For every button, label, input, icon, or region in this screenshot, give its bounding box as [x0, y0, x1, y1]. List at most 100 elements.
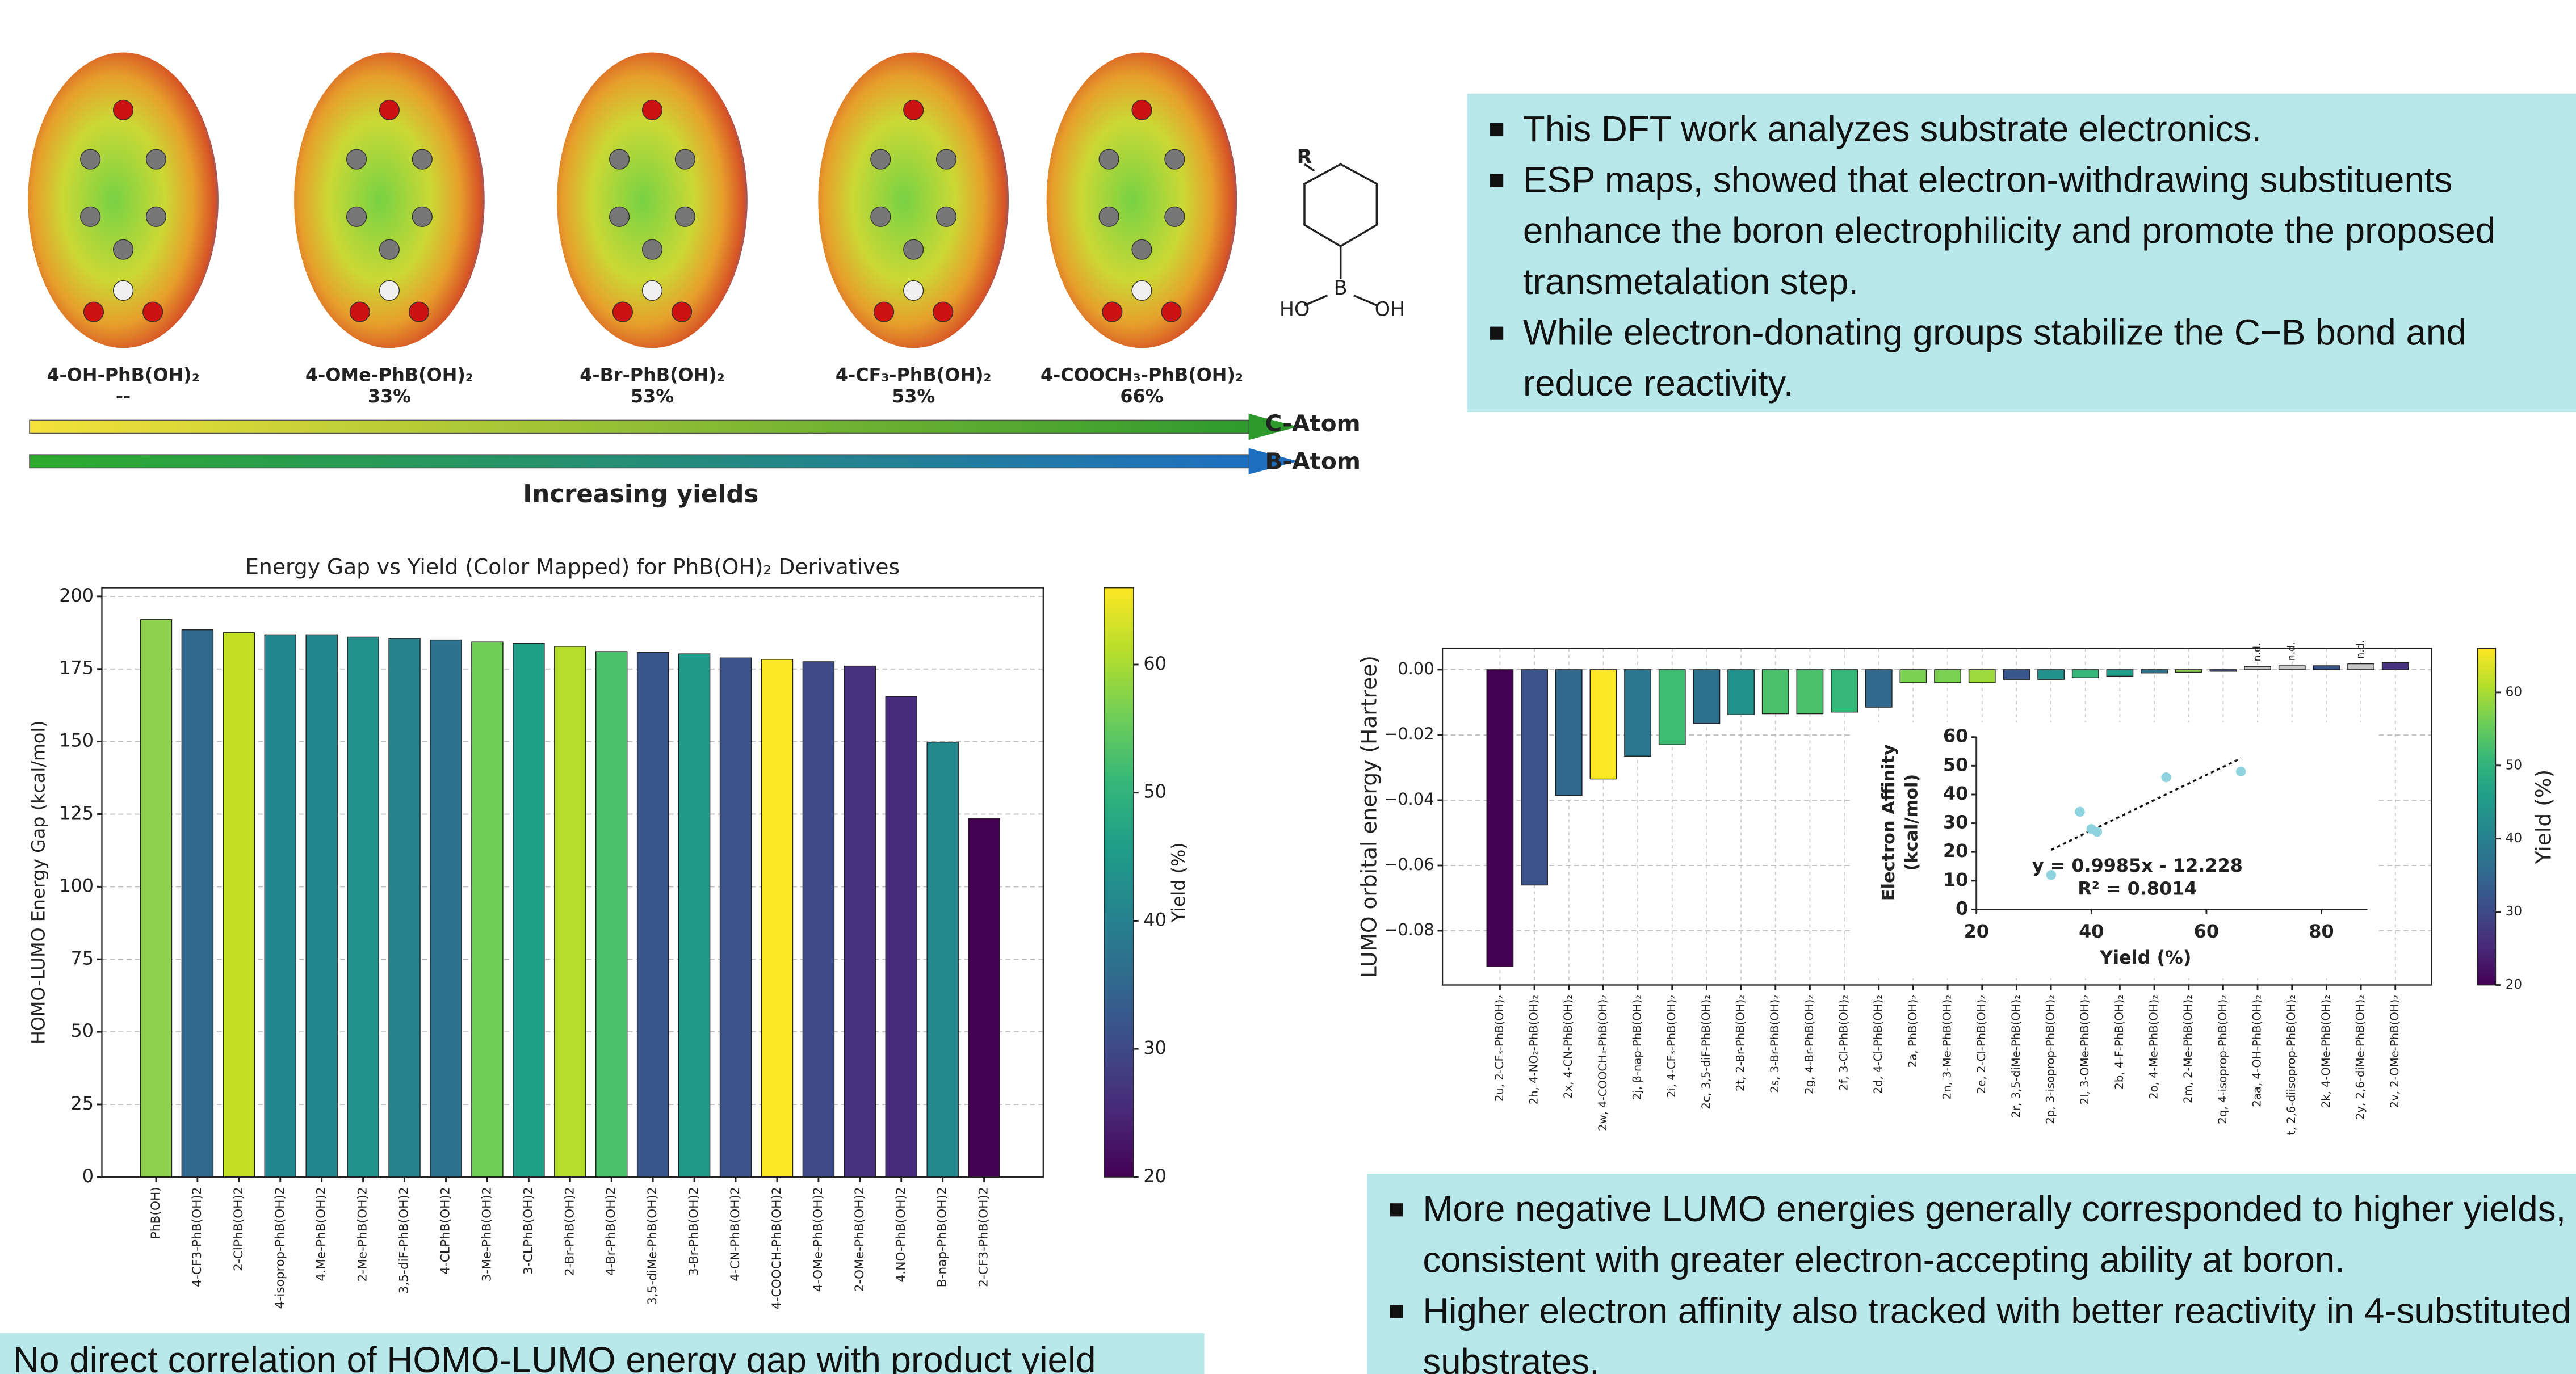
x-tick-label: 4-isoprop-PhB(OH)2: [273, 1187, 287, 1309]
x-tick-label: 4-CLPhB(OH)2: [438, 1187, 452, 1275]
atom: [643, 100, 662, 120]
x-tick-label: 2g, 4-Br-PhB(OH)₂: [1803, 995, 1816, 1094]
molecule-yield: 53%: [892, 385, 935, 407]
bar: [1625, 670, 1651, 756]
x-tick-label: 2p, 3-isoprop-PhB(OH)₂: [2044, 995, 2057, 1124]
y-axis-label: LUMO orbital energy (Hartree): [1356, 656, 1381, 978]
x-tick-label: 2-Br-PhB(OH)2: [563, 1187, 577, 1276]
colorbar-tick-label: 40: [1143, 909, 1166, 930]
atom: [904, 239, 924, 259]
atom: [1132, 239, 1152, 259]
bar: [1831, 670, 1857, 712]
bar: [2382, 662, 2409, 670]
colorbar: [2477, 649, 2495, 985]
y-tick-label: 60: [1943, 725, 1968, 747]
x-tick-label: 2o, 4-Me-PhB(OH)₂: [2147, 995, 2160, 1099]
y-tick-label: 150: [59, 730, 94, 751]
bar: [1521, 670, 1547, 885]
x-tick-label: 3,5-diF-PhB(OH)2: [397, 1187, 412, 1293]
y-tick-label: 30: [1943, 812, 1968, 833]
atom: [904, 281, 924, 301]
x-tick-label: 2k, 4-OMe-PhB(OH)₂: [2319, 995, 2332, 1108]
y-tick-label: 125: [59, 802, 94, 824]
x-tick-label: 2j, β-nap-PhB(OH)₂: [1631, 995, 1644, 1100]
x-tick-label: 2x, 4-CN-PhB(OH)₂: [1562, 995, 1575, 1099]
bar: [2107, 670, 2133, 677]
arrow-bar: [30, 455, 1248, 468]
x-tick-label: 2h, 4-NO₂-PhB(OH)₂: [1528, 995, 1541, 1104]
annotation: n.d.: [2286, 642, 2298, 661]
atom: [1099, 149, 1119, 169]
bar: [513, 644, 544, 1177]
atom: [350, 302, 370, 322]
atom: [84, 302, 104, 322]
colorbar-label: Yield (%): [1168, 842, 1189, 923]
x-axis-label: Yield (%): [2099, 947, 2191, 968]
structure-bond: [1354, 296, 1377, 305]
bar: [1659, 670, 1685, 745]
y-tick-label: 200: [59, 585, 94, 606]
atom: [380, 100, 400, 120]
bar: [2244, 666, 2271, 670]
molecule-yield: 33%: [368, 385, 411, 407]
atom: [1099, 207, 1119, 226]
r-squared: R² = 0.8014: [2078, 878, 2197, 900]
molecule-name: 4-OH-PhB(OH)₂: [47, 364, 199, 385]
bar: [1590, 670, 1616, 779]
atom: [874, 302, 894, 322]
y-tick-label: −0.02: [1384, 724, 1434, 743]
atom: [380, 281, 400, 301]
y-axis-label: (kcal/mol): [1902, 774, 1921, 871]
x-tick-label: PhB(OH): [149, 1187, 163, 1239]
bullet: Higher electron affinity also tracked wi…: [1380, 1285, 2576, 1374]
atom: [610, 207, 630, 226]
colorbar-tick-label: 30: [1143, 1037, 1166, 1058]
atom: [412, 207, 432, 226]
arrow-label: B-Atom: [1265, 448, 1361, 475]
bar: [720, 658, 752, 1177]
atom: [871, 207, 891, 226]
point: [2161, 772, 2171, 782]
bullet: This DFT work analyzes substrate electro…: [1480, 103, 2576, 154]
y-tick-label: 10: [1943, 869, 1968, 890]
bullet: ESP maps, showed that electron-withdrawi…: [1480, 154, 2576, 307]
atom: [146, 207, 166, 226]
page: { "esp_panel": { "molecules": [ {"name":…: [0, 0, 2576, 1374]
x-tick-label: 2d, 4-Cl-PhB(OH)₂: [1872, 995, 1885, 1094]
bullet-list: This DFT work analyzes substrate electro…: [1480, 103, 2576, 409]
x-tick-label: 2-OMe-PhB(OH)2: [853, 1187, 867, 1292]
bar: [2279, 666, 2305, 670]
x-tick-label: 4-COOCH-PhB(OH)2: [770, 1187, 784, 1309]
bar: [1728, 670, 1754, 715]
y-tick-label: −0.08: [1384, 920, 1434, 939]
molecule-name: 4-Br-PhB(OH)₂: [580, 364, 724, 385]
y-tick-label: 50: [1943, 754, 1968, 775]
molecule-name: 4-CF₃-PhB(OH)₂: [836, 364, 992, 385]
atom: [81, 149, 100, 169]
y-axis-label: Electron Affinity: [1879, 744, 1899, 901]
bar: [182, 630, 213, 1177]
bar: [140, 620, 171, 1177]
atom: [933, 302, 953, 322]
x-tick-label: 3-Br-PhB(OH)2: [687, 1187, 701, 1276]
atom: [347, 207, 367, 226]
y-tick-label: 20: [1943, 840, 1968, 862]
atom: [114, 239, 133, 259]
x-tick-label: 2aa, 4-OH-PhB(OH)₂: [2251, 995, 2264, 1107]
atom: [904, 100, 924, 120]
x-tick-label: 2a, PhB(OH)₂: [1906, 995, 1919, 1068]
bar: [2176, 670, 2202, 673]
bar: [2003, 670, 2029, 679]
structure-ring: [1304, 164, 1377, 246]
bullet: While electron-donating groups stabilize…: [1480, 307, 2576, 409]
bar: [927, 742, 958, 1177]
atom: [937, 149, 956, 169]
x-tick-label: B-nap-PhB(OH)2: [935, 1187, 950, 1287]
colorbar-label: Yield (%): [2531, 770, 2556, 865]
x-tick-label: 3,5-diMe-PhB(OH)2: [645, 1187, 660, 1305]
bar: [1900, 670, 1926, 683]
equation: y = 0.9985x - 12.228: [2032, 855, 2243, 876]
colorbar-tick-label: 50: [1143, 781, 1166, 802]
x-tick-label: 80: [2309, 921, 2334, 942]
x-tick-label: 40: [2079, 921, 2104, 942]
